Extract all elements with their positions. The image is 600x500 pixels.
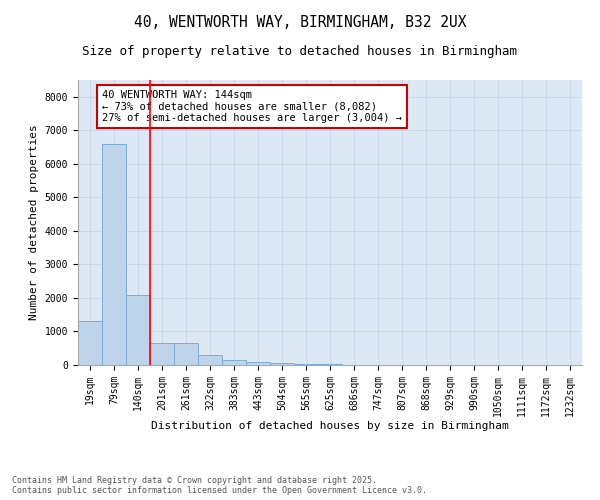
Text: 40, WENTWORTH WAY, BIRMINGHAM, B32 2UX: 40, WENTWORTH WAY, BIRMINGHAM, B32 2UX — [134, 15, 466, 30]
Text: Contains HM Land Registry data © Crown copyright and database right 2025.
Contai: Contains HM Land Registry data © Crown c… — [12, 476, 427, 495]
Y-axis label: Number of detached properties: Number of detached properties — [29, 124, 39, 320]
Text: Size of property relative to detached houses in Birmingham: Size of property relative to detached ho… — [83, 45, 517, 58]
Bar — [102, 144, 126, 365]
Bar — [246, 362, 270, 365]
Bar — [78, 322, 102, 365]
Bar — [222, 360, 246, 365]
Bar — [318, 364, 342, 365]
Bar — [198, 355, 222, 365]
Bar — [294, 364, 318, 365]
Bar — [150, 343, 174, 365]
Bar — [126, 294, 150, 365]
Text: 40 WENTWORTH WAY: 144sqm
← 73% of detached houses are smaller (8,082)
27% of sem: 40 WENTWORTH WAY: 144sqm ← 73% of detach… — [102, 90, 402, 124]
X-axis label: Distribution of detached houses by size in Birmingham: Distribution of detached houses by size … — [151, 422, 509, 432]
Bar — [174, 343, 198, 365]
Bar — [270, 363, 294, 365]
